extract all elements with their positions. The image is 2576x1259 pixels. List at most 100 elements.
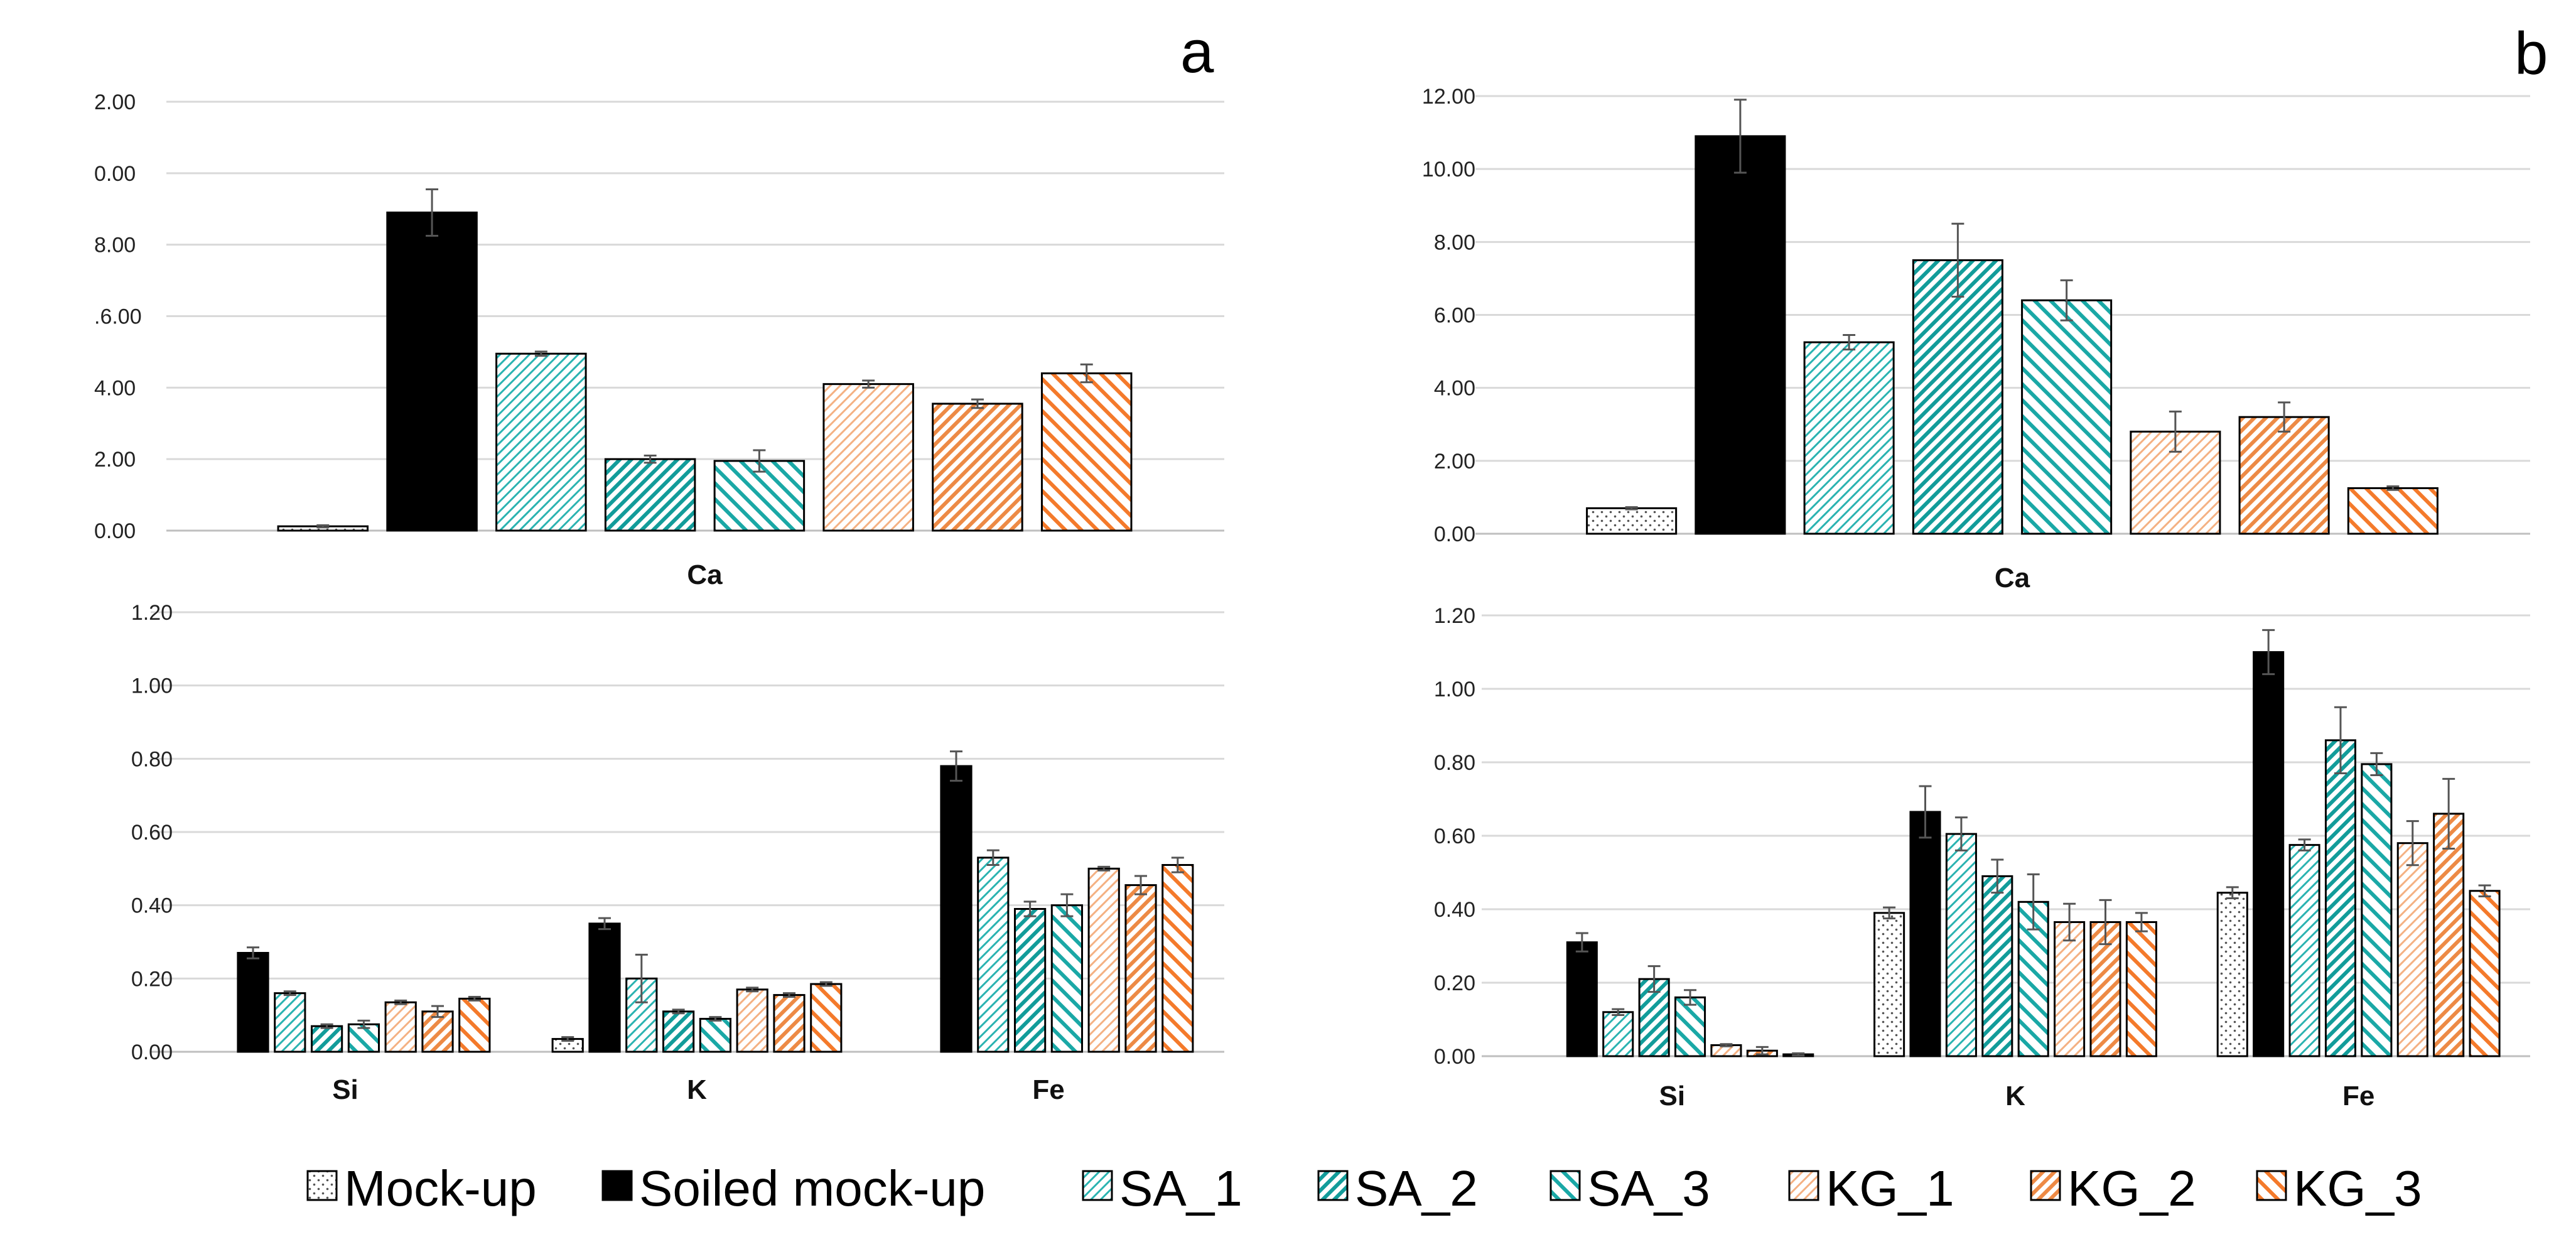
legend-item-kg-1: KG_1 [1788,1160,1954,1216]
y-tick-label: 0.20 [131,967,173,991]
bar-sa-1-k [1945,833,1977,1057]
error-bar [2278,401,2291,433]
bar-sa-2-fe [1013,908,1047,1053]
legend-item-sa-2: SA_2 [1317,1160,1478,1216]
error-bar [950,750,962,782]
bar-kg-2-ca [2238,416,2330,535]
legend-item-kg-3: KG_3 [2256,1160,2422,1216]
error-bar [709,1016,722,1022]
bar-sa-2-ca [604,458,696,532]
bar-kg-2-fe [2433,813,2465,1057]
error-bar [394,999,407,1005]
bar-mock-up-fe [2216,892,2248,1057]
error-bar [1023,900,1037,917]
error-bar [672,1008,685,1015]
x-category-label: Si [332,1074,358,1105]
y-tick-label: 0.40 [1434,898,1475,922]
error-bar [986,849,1000,866]
error-bar [862,379,875,389]
error-bar [1954,816,1968,851]
error-bar [2442,777,2455,850]
error-bar [971,398,984,409]
bar-sa-3-ca [2021,299,2113,535]
bar-kg-3-k [2125,921,2157,1057]
y-tick-label: 0.00 [131,1040,173,1064]
bar-sa-2-k [662,1010,695,1053]
y-tick-label: 0.80 [1434,751,1475,775]
bar-kg-1-k [736,988,768,1053]
legend-label: SA_1 [1119,1160,1242,1216]
chart-b-bottom: 0.00 0.20 0.40 0.60 0.80 1.00 1.20 Si K Fe [1434,604,2530,1111]
y-tick-label: 0.00 [1434,522,1475,546]
bar-mock-up-ca [1586,507,1678,535]
error-bar [247,946,259,959]
bar-kg-2-k [773,994,806,1053]
error-bar [431,1005,444,1019]
y-tick-label: 0.20 [1434,971,1475,995]
legend-label: Mock-up [344,1160,537,1216]
error-bar [1060,893,1074,917]
bar-sa-2-fe [2324,739,2357,1057]
x-category-label: Fe [2342,1081,2374,1111]
error-bar [746,986,759,993]
panel-letter-b: b [2514,20,2548,87]
error-bar [753,449,766,473]
y-tick-label: 0.40 [131,894,173,918]
y-tick-label: 8.00 [94,234,136,257]
bar-kg-3-si [458,997,491,1053]
bar-soiled-mock-up-fe [940,765,973,1053]
error-bar [1843,333,1856,351]
y-tick-label: 2.00 [94,90,136,114]
chart-b-top: 0.00 2.00 4.00 6.00 8.00 10.00 12.00 Ca [1422,85,2530,593]
error-bar [2226,886,2239,899]
error-bar [1991,858,2004,894]
x-category-label: Si [1659,1081,1686,1111]
bar-kg-3-fe [2469,890,2501,1057]
legend-item-kg-2: KG_2 [2030,1160,2196,1216]
legend-swatch [2256,1170,2287,1201]
error-bar [1134,875,1147,895]
legend-item-sa-1: SA_1 [1082,1160,1242,1216]
panel-letter-a: a [1180,18,1214,85]
bar-sa-3-fe [1050,904,1084,1053]
bar-kg-2-fe [1124,884,1157,1053]
bar-kg-3-k [810,983,843,1053]
error-bar [598,917,611,931]
legend-item-sa-3: SA_3 [1549,1160,1710,1216]
bar-sa-1-si [1602,1011,1634,1057]
error-bar [2478,884,2491,898]
error-bar [1097,865,1111,872]
error-bar [468,996,481,1002]
error-bar [2169,410,2182,453]
y-tick-label: 0.60 [131,821,173,845]
y-tick-label: 1.00 [131,674,173,698]
y-tick-label: 0.00 [1434,1045,1475,1069]
bar-soiled-mock-up-fe [2253,651,2285,1057]
error-bar [2099,899,2112,946]
y-tick-label: 0.60 [1434,824,1475,848]
error-bar [2135,912,2148,932]
error-bar [1720,1043,1733,1047]
error-bar [2334,706,2347,775]
error-bar [1612,1008,1625,1016]
error-bar [1883,906,1896,920]
chart-a-top: 0.00 2.00 4.00 .6.00 8.00 0.00 2.00 Ca [94,90,1224,590]
error-bar [2060,279,2073,322]
error-bar [1080,363,1093,384]
bar-kg-1-fe [2396,842,2428,1057]
legend-swatch [1317,1170,1349,1201]
error-bar [819,981,833,987]
bar-kg-1-k [2054,921,2086,1057]
bar-kg-3-fe [1161,864,1194,1053]
error-bar [1733,99,1747,174]
bar-kg-2-si [421,1010,454,1053]
error-bar [534,350,547,357]
legend-swatch [1788,1170,1819,1201]
error-bar [635,953,648,1003]
error-bar [1951,222,1964,298]
x-category-label: K [687,1074,707,1105]
error-bar [644,454,657,464]
bar-sa-3-k [699,1018,732,1053]
bar-sa-2-si [310,1025,343,1053]
